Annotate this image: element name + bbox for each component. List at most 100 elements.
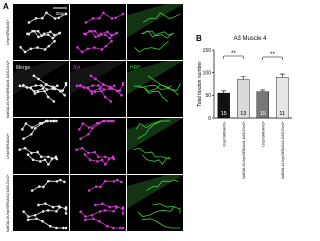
bouton (101, 202, 104, 205)
scale-bar-label: 20μm (56, 11, 68, 16)
significance-bracket (262, 56, 283, 60)
bouton (92, 217, 95, 221)
bouton (32, 74, 36, 78)
bouton (121, 206, 125, 209)
bouton (118, 89, 121, 92)
bouton (113, 84, 116, 87)
bouton (103, 33, 107, 36)
bouton (55, 226, 58, 230)
bouton (109, 119, 112, 123)
y-tick-label: 150 (203, 48, 212, 54)
bouton (53, 33, 56, 37)
bouton (22, 83, 25, 87)
bouton (87, 126, 91, 129)
column-header: Syt (73, 65, 81, 71)
bouton (90, 29, 93, 33)
x-tick-label: fudGAL4/Unpr/SRNAi#2;UAS-Dcr2+ (281, 121, 285, 179)
y-axis-label: Total bouton number (197, 61, 203, 107)
bouton (75, 84, 79, 88)
bouton (18, 148, 21, 151)
bouton (86, 47, 90, 51)
row-label: Unpr/SRNAi#2+ (6, 133, 10, 159)
row-label: Unpr/SRNAi#1+ (6, 19, 10, 45)
bouton (43, 89, 46, 93)
bouton (84, 21, 88, 24)
bouton (35, 217, 38, 221)
bouton (40, 84, 43, 87)
bouton (84, 215, 87, 218)
bouton (107, 157, 111, 161)
bouton (89, 74, 93, 78)
bouton (78, 128, 81, 131)
bouton (112, 157, 116, 161)
neuron-branch (137, 120, 171, 140)
micrograph (13, 175, 69, 231)
bouton (93, 90, 97, 94)
bouton (97, 155, 100, 159)
bouton (30, 151, 33, 155)
bouton (55, 119, 58, 123)
neuron-branch (144, 83, 179, 96)
y-tick-label: 100 (203, 70, 212, 76)
bouton (121, 226, 125, 230)
bouton (61, 226, 65, 230)
bouton (94, 35, 97, 39)
bouton (104, 163, 107, 166)
bouton (54, 155, 58, 159)
bouton (46, 95, 50, 99)
x-tick-label: fudGAL4/Unpr/SRNAi#1;UAS-Dcr2+ (242, 121, 246, 179)
neuron-branch (145, 179, 179, 191)
bouton (99, 32, 103, 36)
bouton (91, 17, 95, 20)
neuron-branch (142, 30, 175, 39)
bouton (22, 210, 25, 213)
bouton (76, 46, 79, 49)
neuron-branch (137, 84, 169, 102)
bouton (93, 150, 96, 154)
bouton (80, 50, 84, 54)
bouton (40, 155, 43, 159)
bouton (97, 122, 101, 125)
neuron-branch (134, 40, 169, 53)
error-bar (279, 73, 285, 78)
bouton (36, 150, 39, 154)
bouton (45, 88, 49, 91)
bouton (97, 84, 100, 87)
neuron-branch (152, 203, 181, 214)
bouton (91, 84, 95, 87)
bouton (56, 84, 59, 87)
bouton (52, 119, 55, 123)
x-tick-label: Unpr/SRNAi#2+ (261, 121, 265, 147)
bouton (104, 44, 108, 48)
bouton (36, 46, 39, 49)
bouton (24, 122, 28, 125)
bouton (48, 224, 52, 228)
bouton (63, 93, 66, 97)
bouton (98, 210, 102, 213)
bouton (90, 92, 94, 95)
bouton (121, 212, 125, 215)
micrograph (70, 175, 126, 231)
bouton (41, 16, 44, 20)
bouton (18, 84, 22, 88)
bouton (120, 93, 123, 97)
bouton (61, 89, 64, 92)
bouton (64, 81, 68, 85)
bouton (94, 203, 97, 207)
bouton (36, 90, 40, 94)
bouton (40, 122, 44, 125)
bouton (47, 44, 51, 48)
row-label: fudGAL4/Unpr/SRNAi#1;UAS-Dcr2+ (6, 60, 10, 118)
bouton (49, 30, 52, 34)
bouton (115, 31, 118, 35)
y-tick-label: 50 (205, 93, 211, 99)
significance-bracket (223, 55, 244, 59)
bouton (55, 180, 59, 183)
micrograph (70, 118, 126, 174)
x-tick-label: Unpr/SRNAi#1+ (222, 121, 226, 147)
bouton (115, 89, 119, 93)
bouton (42, 32, 46, 36)
bouton (104, 155, 107, 159)
row-label: fudGAL4/Unpr/SRNAi#2;UAS-Dcr2+ (6, 174, 10, 232)
bouton (91, 127, 94, 130)
